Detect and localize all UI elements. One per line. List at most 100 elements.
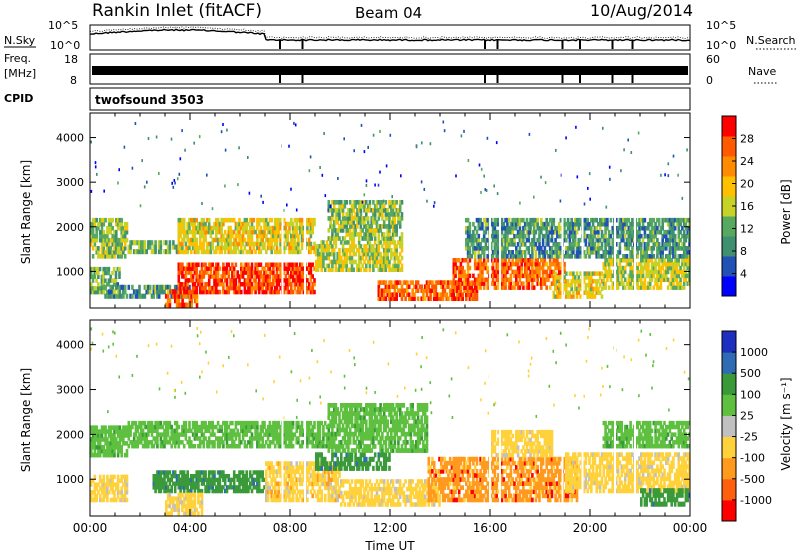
power-cell-1578: [368, 244, 372, 249]
power-cell-1568: [365, 244, 368, 249]
power-cell-3220: [523, 225, 527, 231]
power-cell-2973: [688, 261, 690, 267]
velocity-cell-629: [270, 432, 273, 437]
power-cell-3454: [582, 217, 586, 223]
power-cell-3926: [178, 172, 181, 176]
power-cell-1039: [211, 225, 214, 231]
velocity-cell-233: [123, 474, 127, 480]
power-cell-3937: [262, 200, 264, 204]
power-cell-1853: [366, 220, 370, 225]
power-cell-3351: [559, 254, 563, 259]
power-cell-3956: [286, 203, 288, 207]
power-cell-2241: [466, 277, 470, 282]
power-cell-4015: [365, 183, 368, 187]
cpid-panel: CPID twofsound 3503: [4, 87, 691, 111]
power-cell-1010: [202, 217, 206, 223]
power-cell-1259: [273, 249, 277, 255]
power-cell-1839: [363, 204, 366, 209]
power-colorbar-label-5: 24: [740, 155, 754, 168]
power-cell-2025: [393, 296, 397, 302]
power-cell-1967: [395, 232, 398, 237]
power-cell-3931: [361, 200, 364, 204]
velocity-cell-532: [234, 432, 238, 437]
power-cell-3764: [661, 221, 664, 227]
power-cell-3384: [568, 254, 572, 259]
power-cell-3052: [484, 221, 488, 227]
power-cell-3672: [638, 225, 641, 231]
power-cell-1035: [211, 245, 214, 251]
power-cell-569: [215, 262, 218, 267]
power-cell-1013: [204, 233, 207, 239]
power-cell-2415: [522, 285, 525, 290]
velocity-cell-89: [113, 452, 116, 458]
velocity-cell-354: [166, 440, 170, 445]
power-cell-3259: [534, 229, 538, 235]
power-cell-1806: [356, 220, 359, 225]
power-cell-1638: [386, 251, 389, 257]
velocity-cell-523: [231, 432, 234, 437]
velocity-cell-105: [116, 441, 120, 446]
power-cell-1274: [275, 221, 279, 227]
velocity-cell-445: [202, 444, 206, 449]
power-cell-966: [193, 249, 197, 255]
power-gap-7: [634, 113, 636, 308]
power-cell-1801: [354, 212, 357, 217]
power-cell-3131: [502, 225, 506, 231]
power-cell-757: [272, 266, 275, 271]
power-cell-3790: [668, 229, 672, 235]
power-cell-2642: [586, 271, 589, 276]
velocity-cell-381: [175, 428, 179, 434]
power-cell-505: [197, 282, 200, 287]
power-cell-2101: [434, 292, 438, 298]
power-cell-1970: [395, 212, 398, 217]
power-cell-3511: [597, 233, 600, 239]
power-cell-3255: [532, 217, 536, 223]
power-cell-2583: [565, 286, 568, 292]
power-cell-1704: [331, 212, 334, 217]
power-cell-2121: [443, 288, 447, 294]
power-cell-3167: [511, 237, 514, 243]
power-cell-2913: [672, 281, 675, 286]
power-cell-2969: [688, 277, 690, 282]
power-cell-2416: [522, 281, 525, 286]
power-cell-3555: [607, 229, 611, 235]
power-cell-1079: [223, 249, 227, 255]
power-cell-3756: [659, 225, 663, 231]
velocity-cell-765: [316, 436, 320, 441]
power-cell-1048: [215, 229, 218, 235]
power-cell-388: [172, 240, 175, 246]
velocity-cell-121: [120, 429, 123, 434]
power-cell-1546: [357, 251, 361, 257]
power-cell-1218: [261, 233, 264, 239]
power-cell-1289: [279, 217, 282, 223]
power-cell-3786: [668, 246, 672, 251]
power-cell-699: [256, 270, 259, 275]
velocity-cell-628: [270, 440, 273, 445]
power-cell-1781: [350, 232, 354, 237]
power-cell-475: [188, 278, 191, 283]
power-cell-2824: [645, 273, 648, 279]
power-cell-3208: [520, 217, 523, 223]
velocity-cell-203: [113, 482, 116, 487]
power-cell-1979: [398, 220, 402, 225]
power-cell-2614: [577, 290, 581, 295]
power-cell-2402: [516, 258, 520, 263]
power-cell-3205: [520, 237, 523, 243]
power-cell-3124: [500, 221, 504, 227]
power-cell-2948: [681, 261, 684, 267]
power-cell-3640: [631, 233, 634, 239]
power-cell-104: [95, 225, 98, 231]
power-cell-1994: [379, 296, 382, 302]
power-cell-90: [91, 229, 95, 235]
power-cell-1247: [270, 245, 273, 251]
power-cell-3745: [656, 217, 659, 223]
power-cell-1314: [286, 221, 289, 227]
power-cell-1372: [302, 237, 306, 243]
power-cell-1266: [273, 217, 277, 223]
power-cell-3239: [529, 217, 532, 223]
power-cell-3578: [615, 233, 618, 239]
velocity-cell-547: [240, 420, 243, 426]
power-cell-3037: [481, 237, 484, 243]
power-cell-211: [120, 229, 123, 235]
power-cell-1911: [381, 208, 384, 213]
